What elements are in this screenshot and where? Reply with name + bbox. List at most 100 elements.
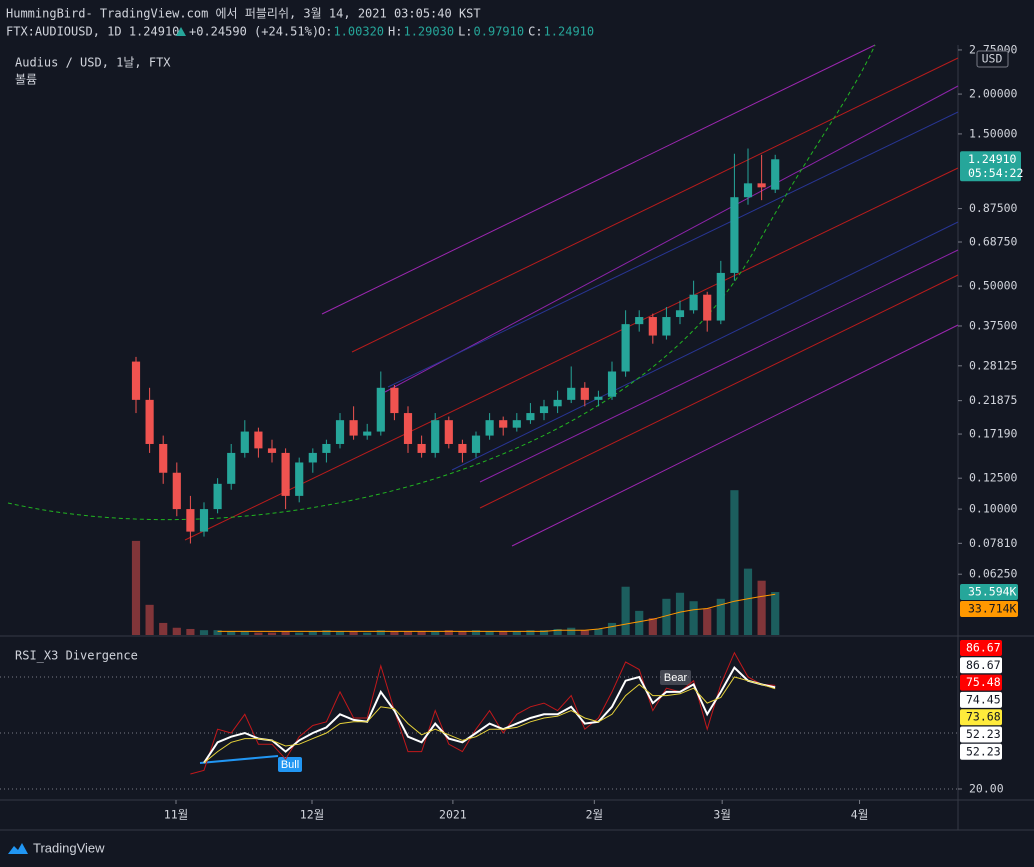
candle-body xyxy=(621,324,630,372)
candle-body xyxy=(730,197,739,273)
up-arrow xyxy=(176,27,186,36)
bull-label: Bull xyxy=(281,759,299,771)
rsi-axis-label: 52.23 xyxy=(966,727,1001,741)
y-tick-label: 0.68750 xyxy=(969,235,1018,249)
ohlc-value: 1.29030 xyxy=(403,25,454,39)
rsi-pane xyxy=(0,651,958,790)
volume-bar xyxy=(662,598,671,635)
candle-body xyxy=(580,387,589,400)
header-title: HummingBird- TradingView.com 에서 퍼블리쉬, 3월… xyxy=(6,7,481,21)
x-tick-label: 4월 xyxy=(851,808,869,822)
ohlc-key: C: xyxy=(528,25,542,39)
volume-bar xyxy=(553,628,562,635)
y-tick-label: 0.87500 xyxy=(969,201,1018,215)
candle-body xyxy=(703,294,712,321)
candle-body xyxy=(662,317,671,336)
candle-body xyxy=(716,272,725,321)
volume-bar xyxy=(431,631,440,635)
rsi-line xyxy=(203,676,776,764)
volume-badge xyxy=(960,584,1018,601)
volume-bar xyxy=(499,631,508,635)
rsi-axis-badge xyxy=(960,709,1002,726)
channel-line xyxy=(351,57,959,353)
candle-body xyxy=(553,399,562,407)
volume-bar xyxy=(308,631,317,635)
candle-body xyxy=(295,462,304,496)
candle-body xyxy=(743,183,753,198)
volume-bar xyxy=(757,580,766,635)
x-tick-label: 12월 xyxy=(300,808,324,822)
volume-bar xyxy=(267,632,277,635)
volume-bar xyxy=(485,631,494,635)
candle-body xyxy=(390,387,399,414)
candle-body xyxy=(186,509,195,532)
volume-bar xyxy=(335,631,345,635)
volume-bar xyxy=(254,632,263,635)
channel-line xyxy=(321,44,876,315)
volume-bar xyxy=(607,622,617,635)
logo xyxy=(8,843,28,854)
candle-body xyxy=(227,452,236,484)
bear-badge xyxy=(660,670,691,685)
channel-line xyxy=(384,85,959,393)
candle-body xyxy=(267,448,277,453)
candle-body xyxy=(376,387,385,432)
candle-body xyxy=(213,483,222,510)
rsi-axis-badge xyxy=(960,691,1002,708)
volume-bar xyxy=(444,630,453,635)
change: +0.24590 (+24.51%) xyxy=(189,25,319,39)
brand: TradingView xyxy=(33,840,105,855)
rsi-axis-badge xyxy=(960,674,1002,691)
channel-line xyxy=(184,167,959,541)
y-tick-label: 1.50000 xyxy=(969,126,1018,140)
candle-body xyxy=(349,420,358,436)
volume-bar xyxy=(376,630,385,635)
rsi-axis-badge xyxy=(960,657,1002,674)
volume-bar xyxy=(594,628,603,635)
volume-bar xyxy=(240,631,249,635)
countdown: 05:54:22 xyxy=(968,166,1023,180)
bear-label: Bear xyxy=(664,672,688,684)
ohlc-value: 1.00320 xyxy=(333,25,384,39)
candle-body xyxy=(499,420,508,428)
rsi-axis-label: 74.45 xyxy=(966,692,1001,706)
volume-bar xyxy=(213,630,222,635)
candle-body xyxy=(485,420,494,436)
candle-body xyxy=(199,509,209,532)
channel-line xyxy=(511,324,959,547)
rsi-axis-label: 52.23 xyxy=(966,744,1001,758)
rsi-line xyxy=(203,665,776,764)
currency-badge xyxy=(976,50,1009,68)
volume-bar xyxy=(512,631,521,635)
ohlc-key: O: xyxy=(318,25,332,39)
rsi-title: RSI_X3 Divergence xyxy=(15,649,138,663)
volume-bar xyxy=(390,631,399,635)
volume-bar xyxy=(349,631,358,635)
volume-bar xyxy=(621,586,630,635)
last-price: 1.24910 xyxy=(968,152,1017,166)
channel-line xyxy=(479,274,959,509)
y-tick-label: 0.50000 xyxy=(969,279,1018,293)
candle-body xyxy=(648,317,657,336)
volume-bar xyxy=(458,631,467,635)
volume-ma-badge xyxy=(960,601,1018,618)
bull-line xyxy=(199,755,279,764)
rsi-axis-badge xyxy=(960,726,1002,743)
volume-bar xyxy=(131,540,141,635)
candle-body xyxy=(335,420,345,444)
volume-bar xyxy=(635,610,644,635)
volume-bar xyxy=(281,631,290,635)
y-tick-label: 0.17190 xyxy=(969,427,1018,441)
rsi-axis-label: 75.48 xyxy=(966,675,1001,689)
y-tick-label: 0.21875 xyxy=(969,393,1017,407)
volume-ma-last: 33.714K xyxy=(968,602,1017,616)
candle-body xyxy=(567,387,576,400)
candle-body xyxy=(363,431,372,436)
y-tick-label: 0.12500 xyxy=(969,471,1018,485)
rsi-axis-label: 86.67 xyxy=(966,641,1001,655)
volume-bar xyxy=(145,604,154,635)
volume-bar xyxy=(675,592,685,635)
candle-body xyxy=(444,420,453,444)
